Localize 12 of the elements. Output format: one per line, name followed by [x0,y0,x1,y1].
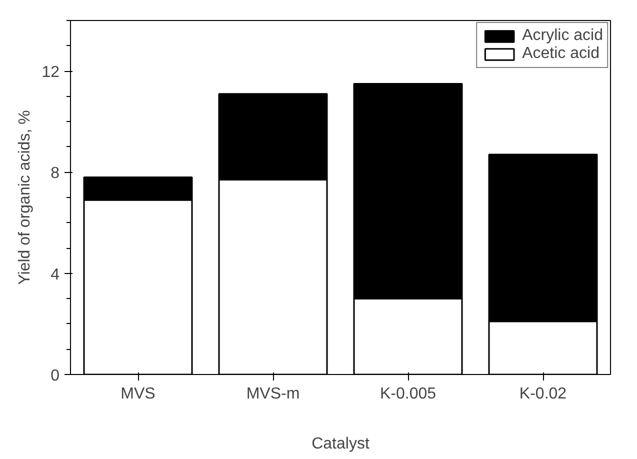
y-axis-title: Yield of organic acids, % [16,110,34,285]
legend-label: Acetic acid [522,45,600,63]
x-axis-title: Catalyst [312,436,370,452]
x-tick-label: K-0.005 [380,386,436,402]
x-tick-label: MVS-m [246,386,300,402]
y-tick-label: 4 [50,266,60,284]
y-tick-label: 0 [50,368,60,384]
x-tick-label: K-0.02 [519,386,567,402]
legend-label: Acrylic acid [522,27,603,45]
x-tick-label: MVS [120,386,156,402]
y-tick-label: 12 [42,64,60,82]
y-tick-label: 8 [50,165,60,182]
